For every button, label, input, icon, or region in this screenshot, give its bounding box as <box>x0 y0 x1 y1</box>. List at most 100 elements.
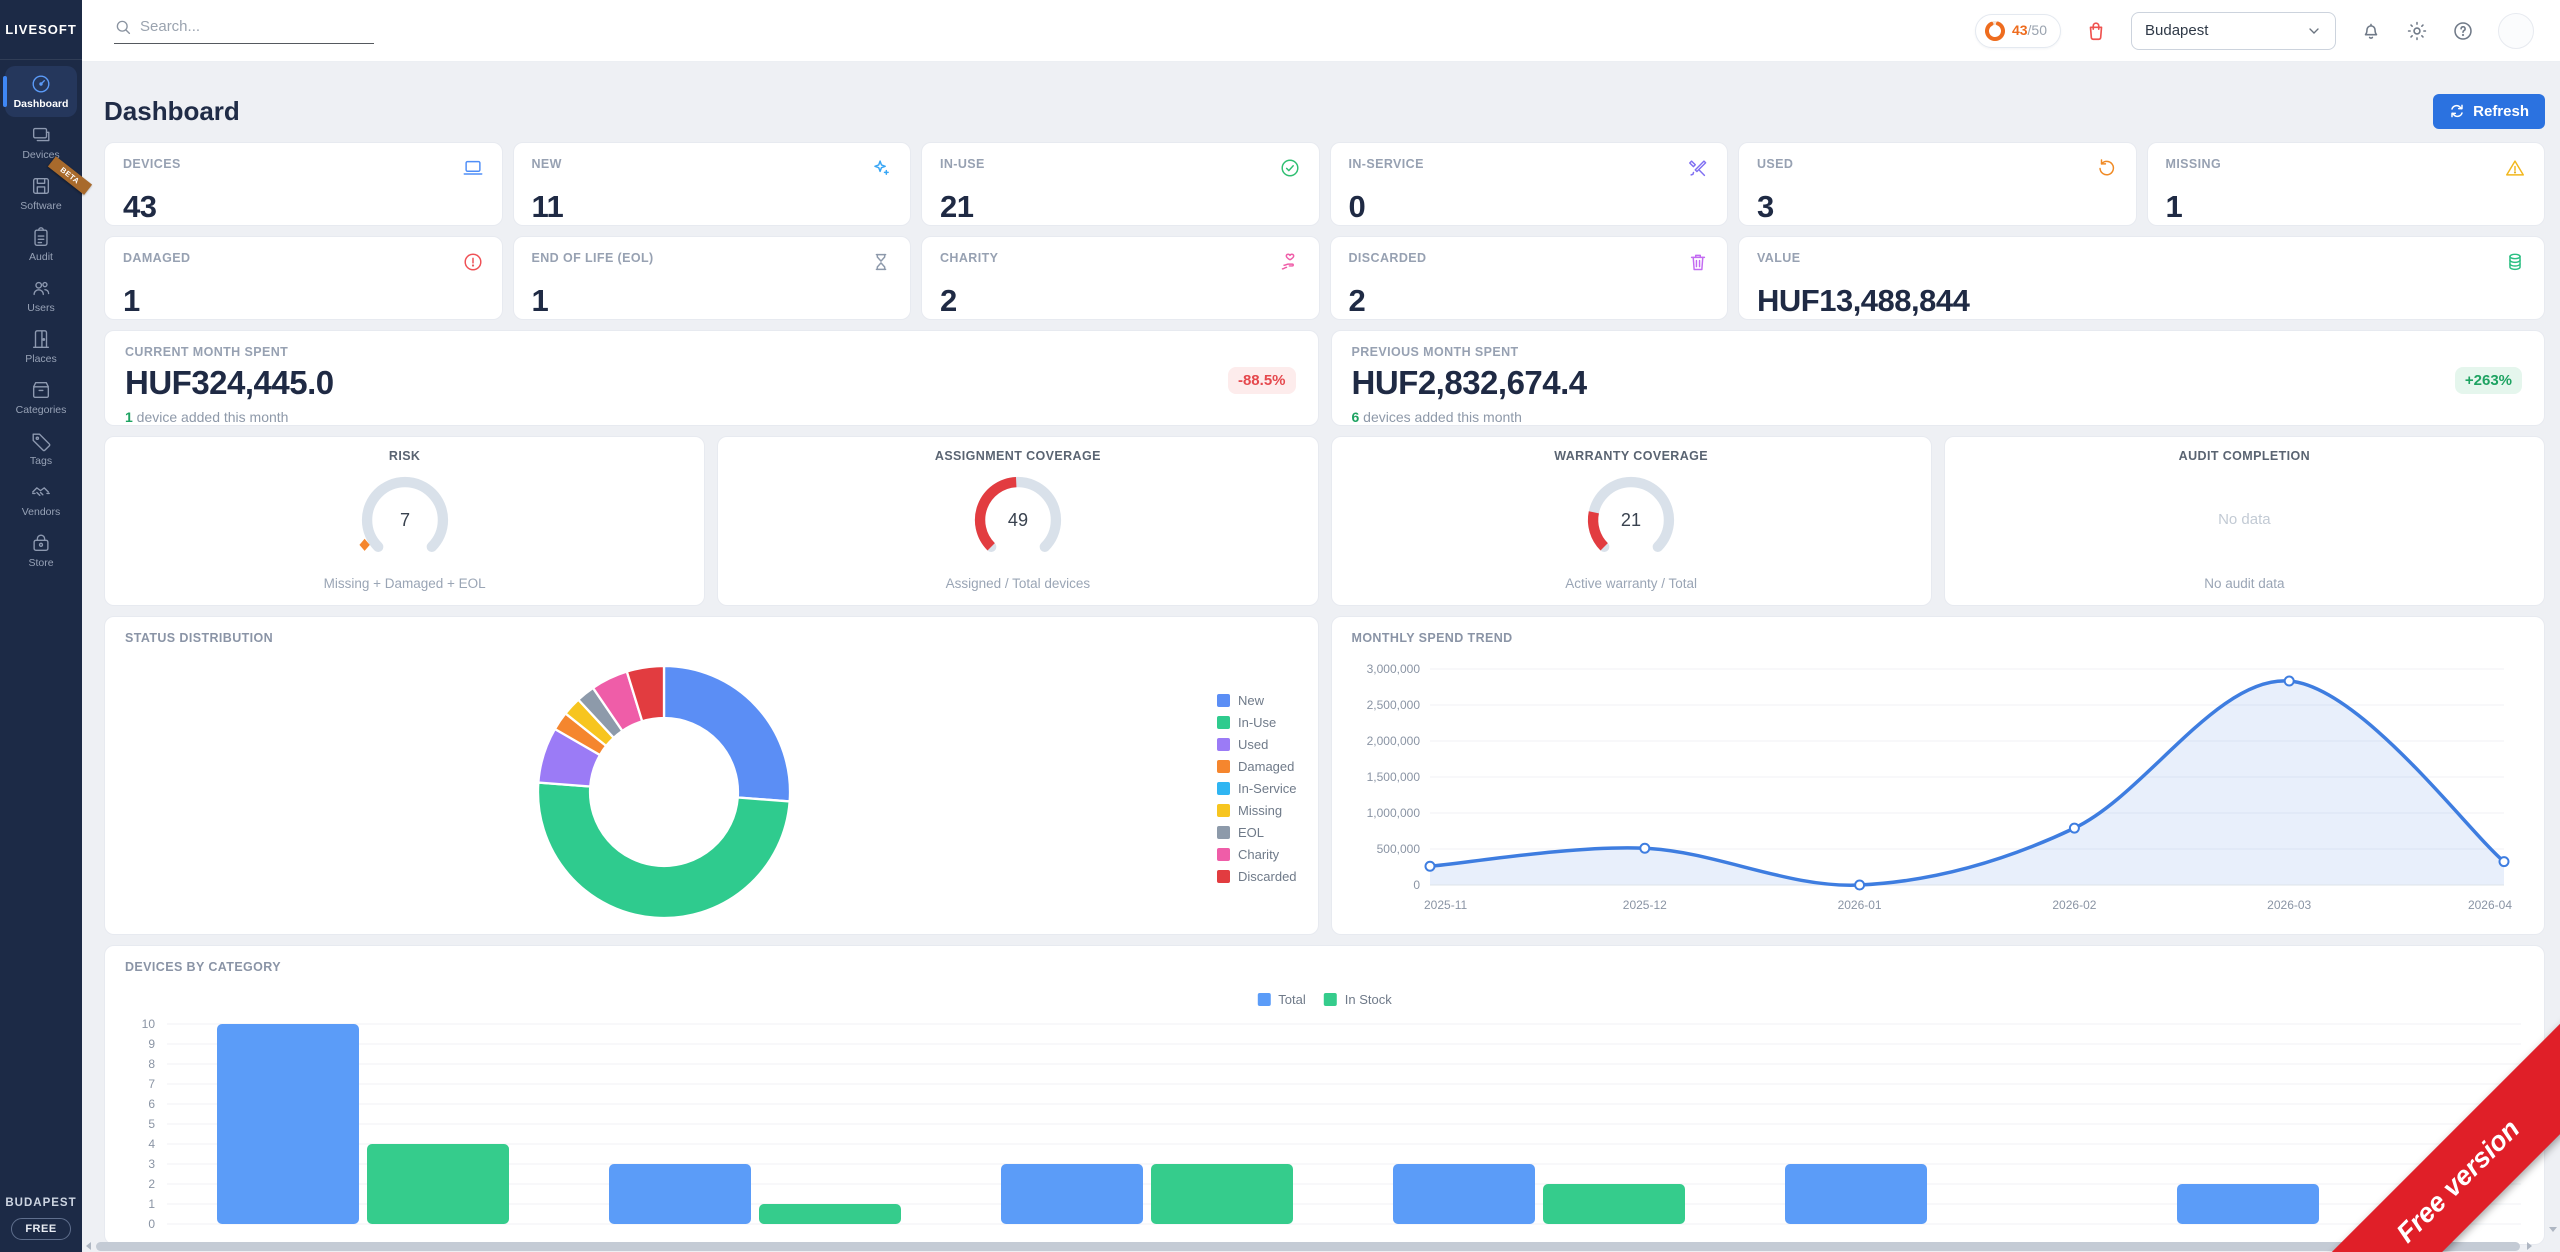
spend-note: 1 device added this month <box>125 409 289 425</box>
stat-value: 11 <box>531 189 564 224</box>
svg-text:7: 7 <box>148 1077 155 1091</box>
stat-card-missing: MISSING 1 <box>2146 142 2545 226</box>
stat-label: DISCARDED <box>1348 251 1427 265</box>
trash-icon <box>1687 251 1709 278</box>
status-distribution-card: STATUS DISTRIBUTION New In-Use Used Dama… <box>104 616 1319 935</box>
hscrollbar-right-arrow[interactable] <box>2527 1242 2532 1250</box>
sidebar-item-software[interactable]: Software BETA <box>5 156 93 219</box>
notifications-bell-icon[interactable] <box>2360 20 2382 42</box>
legend-item[interactable]: In-Service <box>1217 781 1297 796</box>
legend-item[interactable]: Charity <box>1217 847 1297 862</box>
stat-value: 3 <box>1757 189 1774 224</box>
sidebar-item-users[interactable]: Users <box>5 270 77 321</box>
svg-text:8: 8 <box>148 1057 155 1071</box>
stat-label: DEVICES <box>123 157 181 171</box>
legend-item[interactable]: New <box>1217 693 1297 708</box>
legend-swatch <box>1217 826 1230 839</box>
usage-ring-icon <box>1984 20 2005 41</box>
svg-text:5: 5 <box>148 1117 155 1131</box>
gauge-card-risk: RISK 7 Missing + Damaged + EOL <box>104 436 706 606</box>
stat-value: 1 <box>2165 189 2183 224</box>
gauge-title: AUDIT COMPLETION <box>2178 449 2311 463</box>
svg-text:2: 2 <box>148 1177 155 1191</box>
status-distribution-donut-chart[interactable] <box>525 653 803 931</box>
warning-triangle-icon <box>2504 157 2526 184</box>
sidebar-item-tags[interactable]: Tags <box>5 423 77 474</box>
tags-icon <box>30 430 52 452</box>
sidebar-item-devices[interactable]: Devices <box>5 117 77 168</box>
svg-text:9: 9 <box>148 1037 155 1051</box>
monthly-spend-trend-line-chart[interactable]: 0 500,000 1,000,000 1,500,000 2,000,000 2,500… <box>1346 657 2526 919</box>
places-icon <box>30 328 52 350</box>
legend-item[interactable]: Used <box>1217 737 1297 752</box>
svg-text:49: 49 <box>1008 510 1028 530</box>
sidebar-item-audit[interactable]: Audit <box>5 219 77 270</box>
hourglass-icon <box>870 251 892 278</box>
sidebar-nav: Dashboard Devices Software BETA Audit Us… <box>0 60 93 582</box>
legend-swatch <box>1217 782 1230 795</box>
tools-icon <box>1687 157 1709 184</box>
stats-row-1: DEVICES 43 NEW 11 IN-USE 21 IN-SERVICE 0… <box>104 142 2545 226</box>
sidebar-item-places[interactable]: Places <box>5 321 77 372</box>
svg-text:2026-02: 2026-02 <box>2052 898 2096 912</box>
legend-label: Charity <box>1238 847 1280 862</box>
legend-label: Used <box>1238 737 1269 752</box>
sidebar-item-store[interactable]: Store <box>5 525 77 576</box>
legend-swatch <box>1217 760 1230 773</box>
svg-text:7: 7 <box>400 510 410 530</box>
legend-swatch <box>1217 716 1230 729</box>
legend-label: Total <box>1278 992 1306 1007</box>
settings-gear-icon[interactable] <box>2406 20 2428 42</box>
svg-text:3,000,000: 3,000,000 <box>1366 662 1420 676</box>
gauge-subtitle: No audit data <box>2204 576 2285 591</box>
horizontal-scrollbar[interactable] <box>96 1242 2520 1251</box>
stat-label: NEW <box>531 157 562 171</box>
legend-item[interactable]: EOL <box>1217 825 1297 840</box>
legend-item[interactable]: Missing <box>1217 803 1297 818</box>
svg-text:1: 1 <box>148 1197 155 1211</box>
users-icon <box>30 277 52 299</box>
rotate-ccw-icon <box>2096 157 2118 184</box>
legend-item[interactable]: Discarded <box>1217 869 1297 884</box>
vendors-icon <box>30 481 52 503</box>
svg-text:3: 3 <box>148 1157 155 1171</box>
svg-text:0: 0 <box>1413 878 1420 892</box>
device-usage-pill[interactable]: 43/50 <box>1974 13 2061 48</box>
sidebar-item-categories[interactable]: Categories <box>5 372 77 423</box>
search-box <box>114 18 374 44</box>
spend-label: PREVIOUS MONTH SPENT <box>1351 345 1519 359</box>
spend-card: CURRENT MONTH SPENT HUF324,445.0 1 devic… <box>104 330 1319 426</box>
sidebar-item-dashboard[interactable]: Dashboard <box>3 66 77 117</box>
categories-icon <box>30 379 52 401</box>
search-icon <box>116 20 131 34</box>
gauge-chart: 7 <box>359 476 448 552</box>
legend-item[interactable]: In-Use <box>1217 715 1297 730</box>
legend-swatch <box>1217 694 1230 707</box>
stat-label: MISSING <box>2165 157 2222 171</box>
gauge-row: RISK 7 Missing + Damaged + EOL ASSIGNMEN… <box>104 436 2545 606</box>
topbar-actions: 43/50 Budapest <box>1974 11 2560 50</box>
svg-text:2026-03: 2026-03 <box>2267 898 2311 912</box>
chevron-down-icon <box>2309 27 2319 34</box>
stat-label: USED <box>1757 157 1794 171</box>
sidebar-item-vendors[interactable]: Vendors <box>5 474 77 525</box>
hscrollbar-left-arrow[interactable] <box>86 1242 91 1250</box>
stat-value: 2 <box>1348 283 1366 318</box>
location-select[interactable]: Budapest <box>2131 11 2336 50</box>
store-bag-icon[interactable] <box>2085 20 2107 42</box>
legend-swatch <box>1217 848 1230 861</box>
help-icon[interactable] <box>2452 20 2474 42</box>
user-avatar[interactable] <box>2498 12 2534 49</box>
devices-by-category-bar-chart[interactable]: 0 1 2 3 4 5 6 7 8 9 10 <box>123 1012 2529 1238</box>
legend-item[interactable]: Damaged <box>1217 759 1297 774</box>
svg-text:2,500,000: 2,500,000 <box>1366 698 1420 712</box>
vscrollbar-down-arrow[interactable] <box>2549 1227 2557 1232</box>
spend-label: CURRENT MONTH SPENT <box>125 345 289 359</box>
sidebar: LIVESOFT Dashboard Devices Software BETA… <box>0 0 93 1252</box>
search-input[interactable] <box>140 18 350 35</box>
status-distribution-title: STATUS DISTRIBUTION <box>125 631 274 645</box>
refresh-button[interactable]: Refresh <box>2433 93 2545 129</box>
legend-item[interactable]: In Stock <box>1323 992 1392 1007</box>
legend-item[interactable]: Total <box>1257 992 1306 1007</box>
spend-card: PREVIOUS MONTH SPENT HUF2,832,674.4 6 de… <box>1330 330 2545 426</box>
